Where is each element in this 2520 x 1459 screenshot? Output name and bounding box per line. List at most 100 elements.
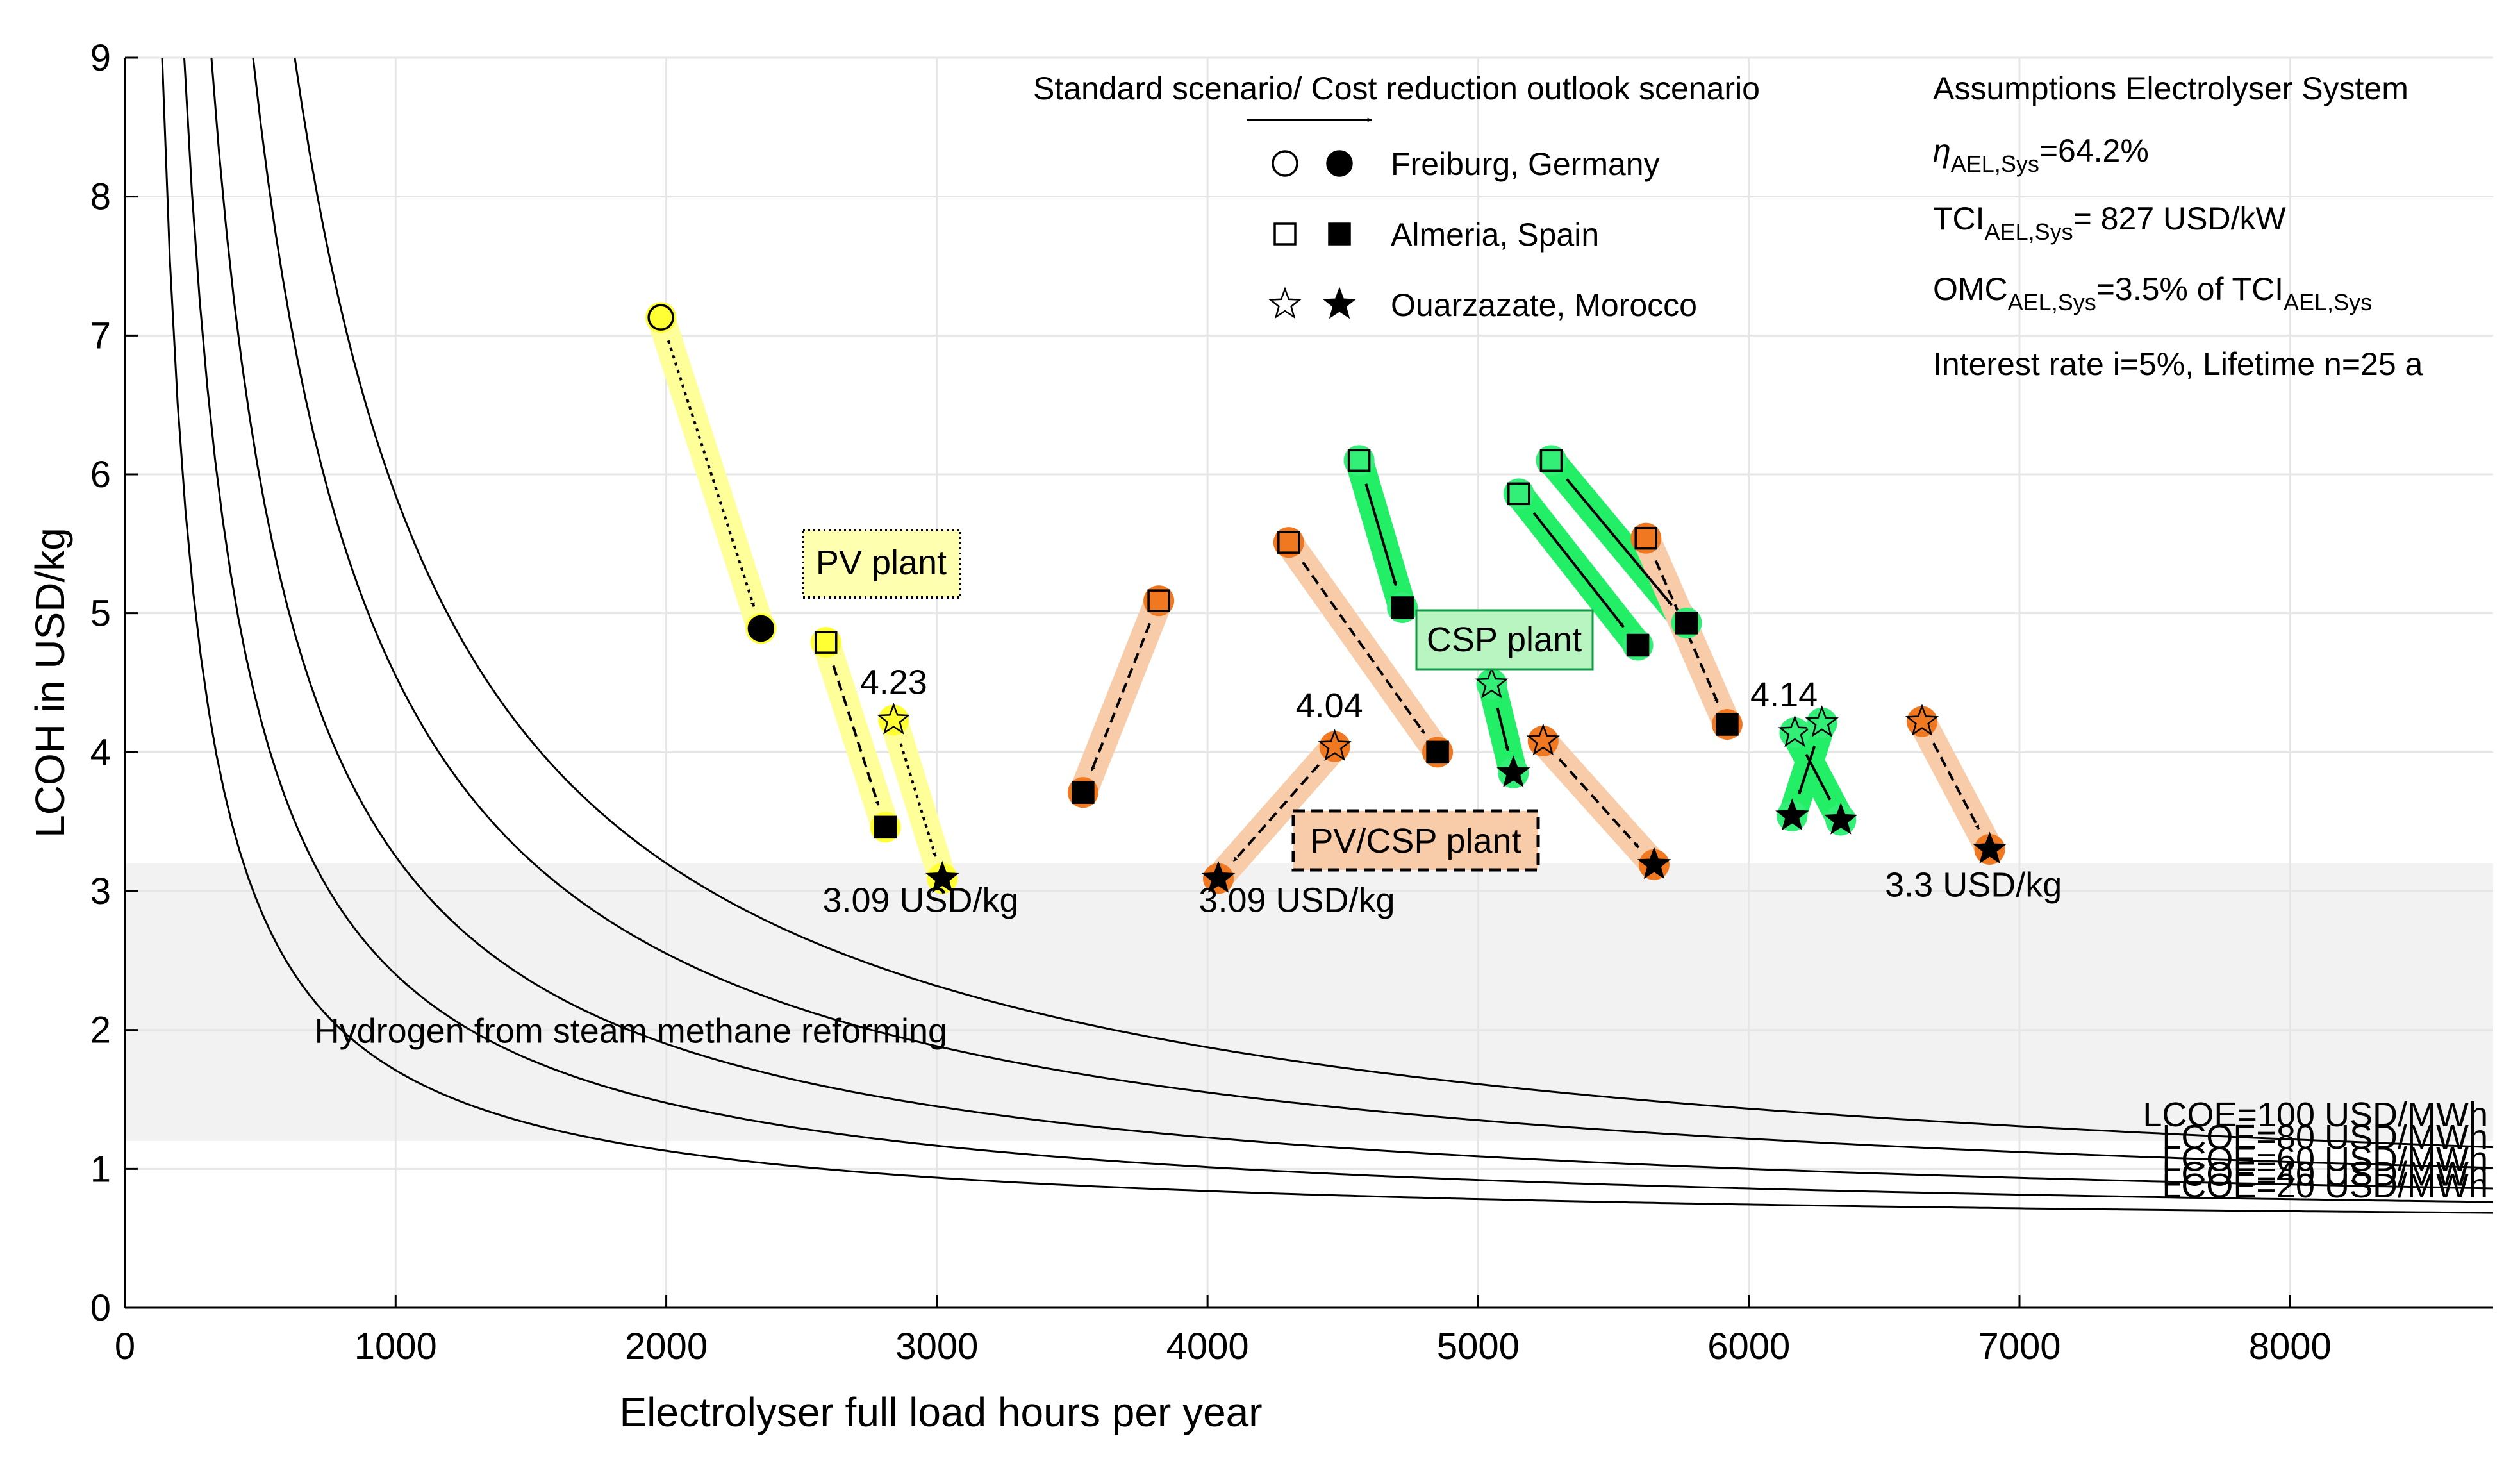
star-marker <box>1824 802 1858 835</box>
series-arrows <box>667 340 1980 862</box>
star-marker <box>1201 860 1236 893</box>
circle-marker <box>647 304 674 331</box>
lcoe-curve-label: LCOE=100 USD/MWh <box>2143 1096 2488 1134</box>
star-marker <box>1905 704 1939 737</box>
value-annotation: 4.23 <box>860 663 927 701</box>
y-tick-label: 6 <box>90 454 111 496</box>
smr-label: Hydrogen from steam methane reforming <box>315 1012 947 1051</box>
value-annotation: 4.04 <box>1296 687 1363 725</box>
square-marker <box>1072 781 1095 804</box>
smr-band <box>125 863 2493 1141</box>
assumption-tci: TCIAEL,Sys= 827 USD/kW <box>1933 201 2286 245</box>
star-marker <box>1973 831 2007 864</box>
lcoe-curve <box>294 57 2494 1149</box>
x-axis-label: Electrolyser full load hours per year <box>619 1389 1262 1435</box>
series-arrow <box>1302 561 1425 735</box>
square-marker <box>1539 449 1563 472</box>
series-arrow <box>1566 478 1673 606</box>
square-marker <box>1147 589 1170 612</box>
lcoe-curve <box>183 57 2494 1203</box>
series-arrow <box>1090 622 1152 772</box>
series-arrow <box>1932 742 1980 830</box>
lcoe-curves <box>161 57 2494 1214</box>
star-marker <box>1268 287 1302 319</box>
circle-marker <box>747 615 775 642</box>
y-tick-label: 0 <box>90 1287 111 1329</box>
lcoe-curve-label: LCOE=60 USD/MWh <box>2162 1140 2488 1179</box>
series-arrow <box>832 665 880 806</box>
x-tick-label: 6000 <box>1707 1326 1790 1367</box>
star-marker <box>925 860 959 893</box>
series-arrow <box>1654 560 1720 704</box>
y-tick-label: 5 <box>90 593 111 635</box>
y-tick-label: 1 <box>90 1148 111 1190</box>
square-marker <box>1391 596 1414 619</box>
legend-entry-label: Freiburg, Germany <box>1391 146 1660 182</box>
series-markers <box>645 302 2007 894</box>
square-marker <box>1675 612 1698 635</box>
value-annotation: 3.09 USD/kg <box>822 881 1018 920</box>
value-annotation: 3.3 USD/kg <box>1885 866 2062 905</box>
square-marker <box>1626 633 1650 657</box>
x-tick-label: 5000 <box>1437 1326 1520 1367</box>
series-arrow <box>1532 512 1625 628</box>
star-marker <box>1318 729 1352 762</box>
star-marker <box>1475 666 1509 699</box>
x-tick-label: 2000 <box>625 1326 708 1367</box>
y-tick-label: 3 <box>90 871 111 912</box>
pv-plant-label: PV plant <box>816 544 947 582</box>
x-tick-label: 3000 <box>895 1326 978 1367</box>
series-arrow <box>1798 746 1816 795</box>
square-marker <box>1634 526 1657 550</box>
star-marker <box>1637 847 1671 880</box>
circle-marker <box>1326 150 1353 177</box>
y-axis-label: LCOH in USD/kg <box>27 528 73 838</box>
circle-marker <box>1272 150 1298 177</box>
square-marker <box>1328 222 1351 246</box>
pvcsp-plant-box: PV/CSP plant <box>1291 809 1540 872</box>
lcoe-curve <box>252 57 2494 1169</box>
pv-plant-box: PV plant <box>802 529 961 599</box>
legend-entry-label: Almeria, Spain <box>1391 217 1599 253</box>
x-tick-label: 4000 <box>1166 1326 1249 1367</box>
square-marker <box>874 815 897 839</box>
csp-plant-label: CSP plant <box>1427 621 1582 659</box>
star-marker <box>1322 287 1357 319</box>
series-arrow <box>1496 707 1509 751</box>
assumptions-title: Assumptions Electrolyser System <box>1933 71 2408 106</box>
x-tick-labels: 0 1000 2000 3000 4000 5000 6000 7000 8000 <box>115 1326 2332 1367</box>
csp-plant-box: CSP plant <box>1415 609 1594 671</box>
series-arrow <box>667 340 756 607</box>
lcoe-curve-label: LCOE=40 USD/MWh <box>2162 1155 2488 1193</box>
series-arrow <box>1558 758 1640 849</box>
square-marker <box>1273 222 1297 246</box>
star-marker <box>1775 798 1809 831</box>
star-marker <box>877 702 911 735</box>
star-marker <box>1526 723 1560 756</box>
legend: Standard scenario/ Cost reduction outloo… <box>1033 71 1760 323</box>
lcoe-curve <box>210 57 2494 1190</box>
series-arrow <box>1364 483 1397 587</box>
x-tick-label: 7000 <box>1978 1326 2060 1367</box>
assumption-omc: OMCAEL,Sys=3.5% of TCIAEL,Sys <box>1933 271 2372 315</box>
y-tick-label: 4 <box>90 731 111 773</box>
y-tick-label: 2 <box>90 1010 111 1051</box>
x-tick-label: 1000 <box>354 1326 437 1367</box>
square-marker <box>1347 449 1371 472</box>
legend-entry-label: Ouarzazate, Morocco <box>1391 287 1697 323</box>
assumptions-box: Assumptions Electrolyser System ηAEL,Sys… <box>1933 71 2423 382</box>
y-tick-label: 8 <box>90 176 111 218</box>
legend-arrow-caption: Standard scenario/ Cost reduction outloo… <box>1033 71 1760 106</box>
square-marker <box>1426 740 1449 764</box>
lcoe-curve-label: LCOE=20 USD/MWh <box>2162 1167 2488 1205</box>
star-marker <box>1805 705 1839 738</box>
square-marker <box>814 631 838 654</box>
star-marker <box>1778 715 1812 747</box>
assumption-efficiency: ηAEL,Sys=64.2% <box>1933 133 2149 177</box>
lcoe-curve-label: LCOE=80 USD/MWh <box>2162 1118 2488 1156</box>
assumption-finance: Interest rate i=5%, Lifetime n=25 a <box>1933 346 2423 382</box>
value-annotation: 4.14 <box>1750 676 1818 714</box>
value-annotation: 3.09 USD/kg <box>1198 881 1395 920</box>
